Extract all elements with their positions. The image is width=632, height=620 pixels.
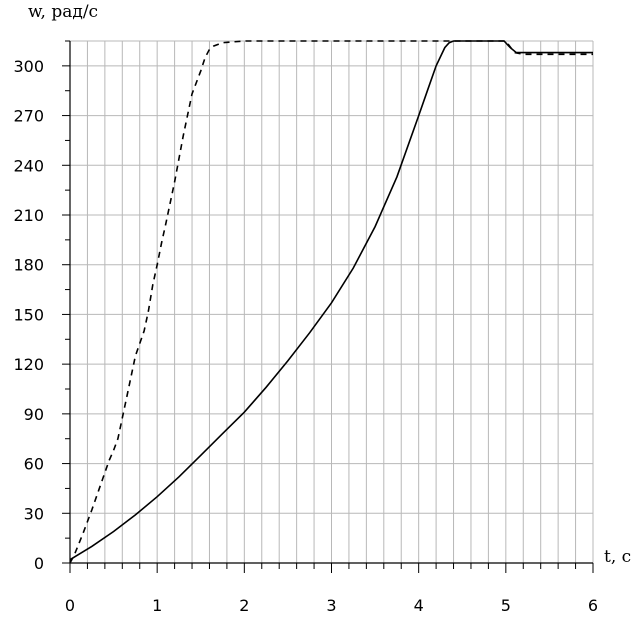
x-tick-label: 2 bbox=[239, 596, 249, 615]
dashed-series-line bbox=[69, 40, 593, 564]
y-tick-label: 150 bbox=[13, 305, 44, 324]
series-group bbox=[69, 40, 593, 564]
x-tick-label: 5 bbox=[501, 596, 511, 615]
y-tick-label: 30 bbox=[24, 504, 44, 523]
tick-labels: 0 30 60 90 120 150 180 210 240 270 300 0 1 2 3 4 5 6 bbox=[13, 57, 598, 615]
y-tick-label: 0 bbox=[34, 554, 44, 573]
y-axis-title: w, рад/с bbox=[28, 2, 98, 22]
x-tick-label: 1 bbox=[152, 596, 162, 615]
y-tick-label: 120 bbox=[13, 355, 44, 374]
solid-series-line bbox=[69, 40, 593, 561]
axes bbox=[62, 40, 594, 573]
x-tick-label: 6 bbox=[588, 596, 598, 615]
y-tick-label: 90 bbox=[24, 405, 44, 424]
y-tick-label: 270 bbox=[13, 107, 44, 126]
x-tick-label: 4 bbox=[414, 596, 424, 615]
y-tick-label: 60 bbox=[24, 455, 44, 474]
y-tick-label: 240 bbox=[13, 156, 44, 175]
y-tick-label: 210 bbox=[13, 206, 44, 225]
grid bbox=[70, 40, 594, 563]
x-tick-label: 3 bbox=[326, 596, 336, 615]
y-tick-label: 180 bbox=[13, 256, 44, 275]
y-tick-label: 300 bbox=[13, 57, 44, 76]
x-axis-title: t, c bbox=[604, 547, 631, 567]
x-tick-label: 0 bbox=[65, 596, 75, 615]
